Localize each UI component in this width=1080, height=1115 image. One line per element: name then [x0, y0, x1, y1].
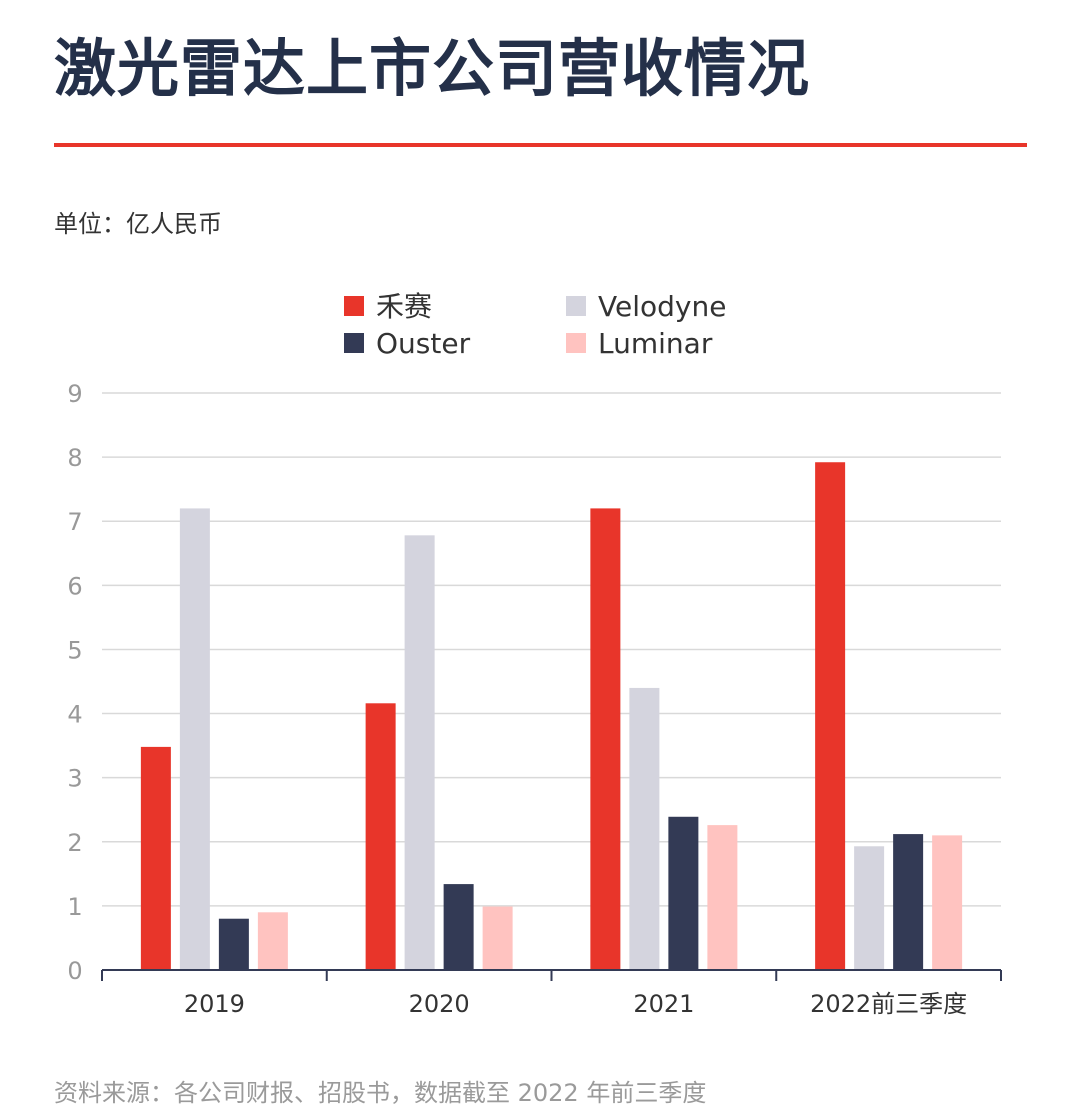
y-tick-label: 5 [67, 636, 82, 664]
bar-禾赛-2021 [590, 508, 621, 970]
bar-luminar-2022前三季度 [932, 835, 963, 970]
bar-luminar-2020 [482, 906, 513, 970]
bars [140, 462, 963, 970]
y-tick-label: 3 [67, 765, 82, 793]
title-divider [54, 143, 1027, 147]
bar-禾赛-2022前三季度 [815, 462, 846, 970]
source-note: 资料来源：各公司财报、招股书，数据截至 2022 年前三季度 [54, 1079, 707, 1107]
x-axis: 2019 2020 2021 2022前三季度 [101, 969, 1002, 1018]
y-tick-label: 2 [67, 829, 82, 857]
legend-swatch [344, 333, 364, 353]
legend: 禾赛 Velodyne Ouster Luminar [344, 290, 726, 360]
bar-ouster-2022前三季度 [893, 834, 924, 970]
legend-swatch [566, 333, 586, 353]
bar-luminar-2021 [707, 825, 738, 970]
bar-ouster-2021 [668, 816, 699, 970]
gridlines [102, 392, 1001, 907]
legend-label: 禾赛 [376, 290, 432, 323]
x-category-label: 2021 [633, 990, 694, 1018]
bar-velodyne-2022前三季度 [854, 846, 885, 970]
y-tick-label: 1 [67, 893, 82, 921]
bar-禾赛-2020 [365, 703, 396, 970]
y-tick-label: 0 [67, 957, 82, 985]
legend-label: Luminar [598, 327, 713, 360]
legend-label: Velodyne [598, 290, 726, 323]
legend-swatch [344, 296, 364, 316]
x-category-label: 2019 [184, 990, 245, 1018]
y-tick-label: 4 [67, 701, 82, 729]
x-category-label: 2020 [409, 990, 470, 1018]
y-tick-label: 8 [67, 444, 82, 472]
legend-swatch [566, 296, 586, 316]
page-title: 激光雷达上市公司营收情况 [54, 32, 811, 105]
y-tick-label: 6 [67, 572, 82, 600]
unit-label: 单位：亿人民币 [54, 210, 222, 238]
x-category-label: 2022前三季度 [810, 990, 967, 1018]
bar-ouster-2019 [218, 918, 249, 970]
bar-velodyne-2019 [179, 508, 210, 970]
bar-禾赛-2019 [140, 746, 171, 970]
y-axis-ticks: 0 1 2 3 4 5 6 7 8 9 [67, 380, 82, 985]
legend-label: Ouster [376, 327, 471, 360]
bar-ouster-2020 [443, 884, 474, 970]
y-tick-label: 7 [67, 508, 82, 536]
bar-luminar-2019 [257, 912, 288, 970]
bar-velodyne-2020 [404, 535, 435, 970]
y-tick-label: 9 [67, 380, 82, 408]
bar-velodyne-2021 [629, 687, 660, 970]
